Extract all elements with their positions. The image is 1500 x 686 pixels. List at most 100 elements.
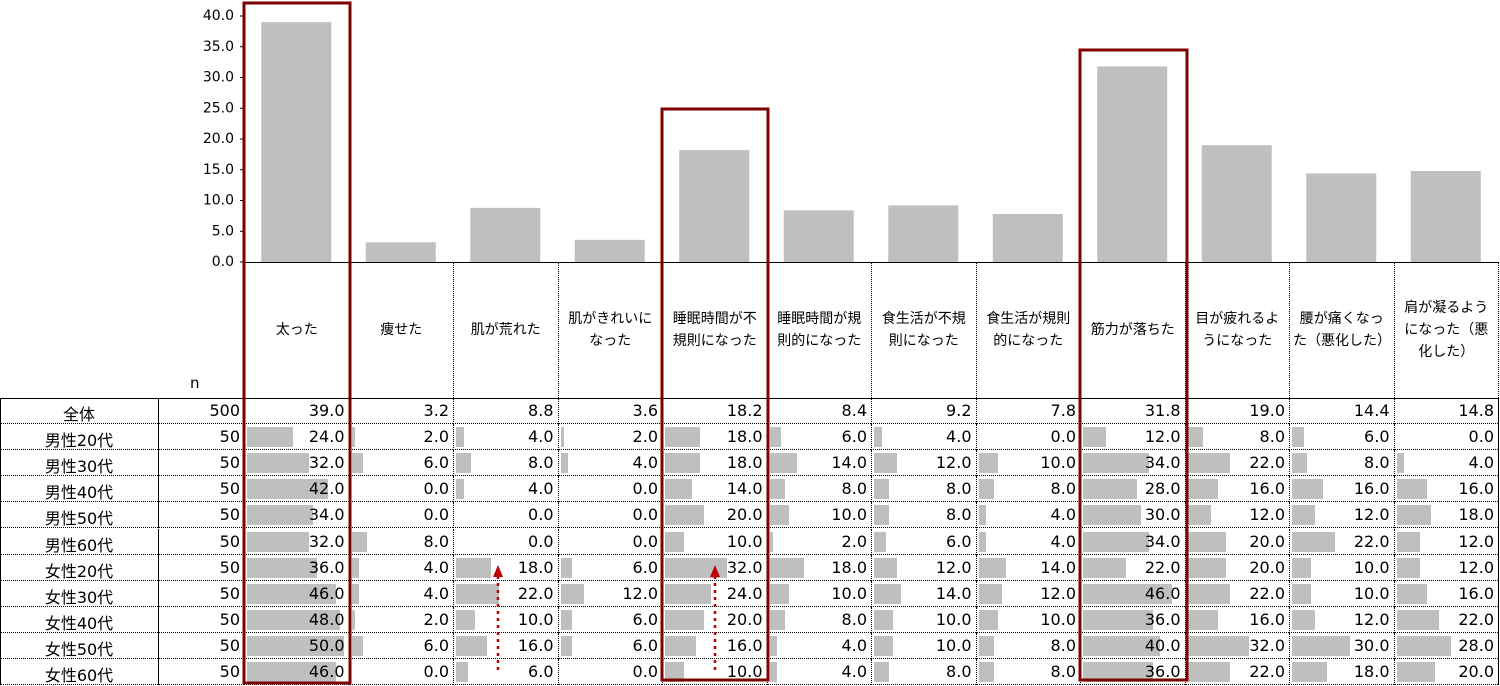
n-value: 500: [209, 401, 240, 420]
data-bar: [247, 531, 309, 552]
cell: 12.0: [557, 580, 662, 607]
n-cell: 50: [158, 450, 244, 477]
n-value: 50: [219, 557, 240, 577]
value-label: 0.0: [423, 662, 449, 681]
value-label: 24.0: [726, 583, 763, 603]
value-label: 2.0: [841, 531, 867, 551]
value-label: 22.0: [1353, 531, 1390, 551]
cell: 22.0: [1184, 450, 1289, 477]
cell: 42.0: [244, 476, 349, 503]
value-label: 8.4: [841, 401, 867, 420]
value-label: 30.0: [1353, 635, 1390, 655]
cell: 8.4: [766, 398, 871, 425]
cell: 14.8: [1393, 398, 1498, 425]
value-label: 48.0: [308, 609, 345, 629]
row-label: 男性20代: [0, 424, 158, 451]
cell: 50.0: [244, 632, 349, 659]
value-label: 40.0: [1144, 635, 1181, 655]
data-bar: [1292, 427, 1304, 448]
value-label: 12.0: [1458, 531, 1494, 551]
cell: 18.0: [1393, 502, 1498, 529]
value-label: 8.0: [1050, 479, 1076, 499]
cell: 0.0: [1393, 424, 1498, 451]
n-cell: 50: [158, 502, 244, 529]
cell: 9.2: [871, 398, 976, 425]
cell: 18.0: [766, 554, 871, 581]
column-header: 肌が荒れた: [453, 262, 558, 398]
header-frame: [244, 262, 1499, 398]
data-bar: [769, 635, 778, 656]
data-bar: [1396, 531, 1420, 552]
value-label: 9.2: [946, 401, 972, 420]
cell: 10.0: [871, 606, 976, 633]
cell: 10.0: [975, 606, 1080, 633]
data-bar: [351, 635, 364, 656]
cell: 14.4: [1289, 398, 1394, 425]
n-cell: 50: [158, 424, 244, 451]
value-label: 0.0: [632, 479, 658, 499]
data-bar: [1187, 662, 1231, 682]
value-label: 18.0: [1458, 505, 1494, 525]
data-bar: [351, 557, 360, 578]
value-label: 36.0: [308, 557, 345, 577]
value-label: 16.0: [1353, 479, 1390, 499]
cell: 2.0: [766, 528, 871, 555]
bar: [783, 210, 854, 262]
cell: 22.0: [1289, 528, 1394, 555]
row-label: 女性20代: [0, 555, 158, 581]
n-cell: 50: [158, 476, 244, 503]
cell: 39.0: [244, 398, 349, 425]
value-label: 12.0: [622, 583, 658, 603]
value-label: 12.0: [1458, 557, 1494, 577]
value-label: 22.0: [1249, 662, 1285, 681]
cell: 12.0: [871, 450, 976, 477]
data-bar: [769, 557, 805, 578]
cell: 12.0: [1289, 606, 1394, 633]
value-label: 12.0: [935, 557, 972, 577]
data-bar: [978, 531, 987, 552]
cell: 30.0: [1080, 502, 1185, 529]
data-bar: [560, 609, 573, 630]
cell: 16.0: [1393, 476, 1498, 503]
value-label: 50.0: [308, 635, 345, 655]
value-label: 18.0: [517, 557, 554, 577]
cell: 2.0: [557, 424, 662, 451]
data-bar: [560, 583, 584, 604]
y-tick-label: 10.0: [203, 193, 234, 209]
n-value: 50: [219, 531, 240, 551]
cell: 31.8: [1080, 398, 1185, 425]
row-label: 男性40代: [0, 476, 158, 503]
data-bar: [978, 453, 998, 474]
data-bar: [1292, 557, 1312, 578]
value-label: 0.0: [528, 505, 554, 525]
value-label: 4.0: [632, 453, 658, 473]
data-bar: [351, 427, 356, 448]
data-bar: [456, 479, 464, 500]
cell: 22.0: [453, 580, 558, 607]
data-bar: [1292, 453, 1308, 474]
value-label: 16.0: [517, 635, 554, 655]
row-label: 女性60代: [0, 659, 158, 686]
data-bar: [560, 635, 573, 656]
value-label: 8.0: [528, 453, 554, 473]
cell: 0.0: [453, 528, 558, 555]
value-label: 6.0: [1364, 427, 1390, 447]
cell: 28.0: [1080, 476, 1185, 503]
data-bar: [769, 662, 778, 682]
cell: 8.0: [871, 476, 976, 503]
value-label: 16.0: [1458, 479, 1494, 499]
data-bar: [1396, 635, 1451, 656]
cell: 22.0: [1184, 659, 1289, 686]
data-bar: [769, 479, 785, 500]
cell: 0.0: [348, 659, 453, 686]
data-bar: [1187, 635, 1250, 656]
data-bar: [1083, 609, 1153, 630]
n-cell: 50: [158, 606, 244, 633]
cell: 8.0: [348, 528, 453, 555]
cell: 10.0: [662, 528, 767, 555]
n-cell: 500: [158, 398, 244, 425]
value-label: 12.0: [1353, 505, 1390, 525]
cell: 34.0: [244, 502, 349, 529]
cell: 12.0: [1393, 554, 1498, 581]
value-label: 32.0: [1249, 635, 1285, 655]
